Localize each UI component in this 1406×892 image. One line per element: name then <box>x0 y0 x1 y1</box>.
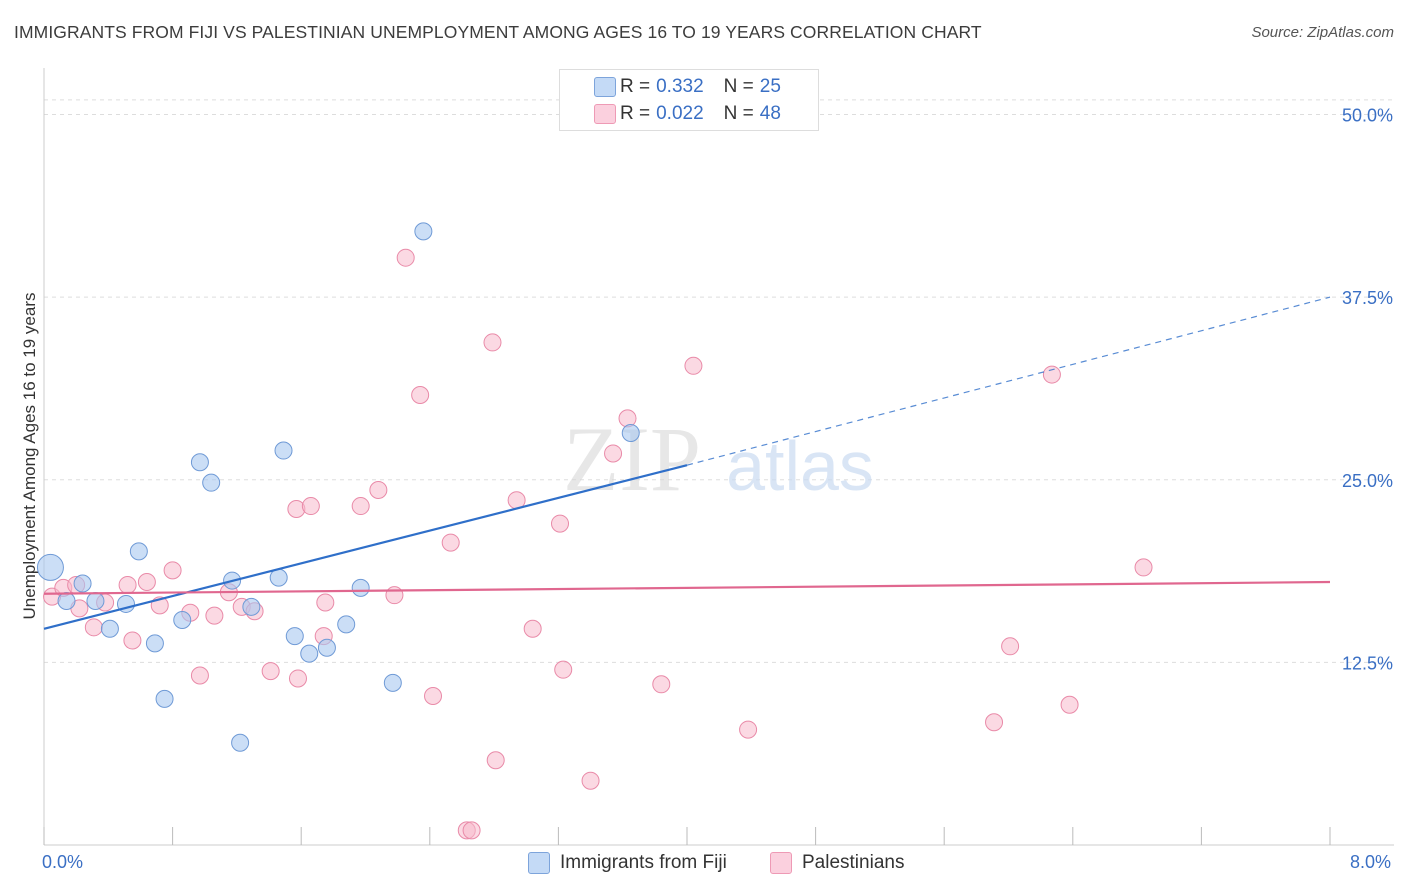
palestinians-point <box>137 573 156 592</box>
palestinians-point <box>288 669 307 688</box>
palestinians-point <box>287 499 306 518</box>
correlation-legend: R = 0.332 N = 25 R = 0.022 N = 48 <box>559 69 819 131</box>
palestinians-point <box>411 386 430 405</box>
fiji-point <box>86 592 105 611</box>
palestinians-point <box>618 409 637 428</box>
fiji-point <box>36 553 64 581</box>
fiji-point <box>100 619 119 638</box>
bottom-legend-label-palestinians: Palestinians <box>802 852 905 873</box>
x-tick-label-min: 0.0% <box>42 852 84 872</box>
palestinians-point <box>1060 695 1079 714</box>
y-tick-label: 12.5% <box>1342 653 1393 673</box>
bottom-legend-label-fiji: Immigrants from Fiji <box>560 852 727 873</box>
fiji-point <box>73 574 92 593</box>
fiji-point <box>317 638 336 657</box>
palestinians-point <box>604 444 623 463</box>
palestinians-trend-line <box>43 580 1331 595</box>
bottom-legend-swatch-palestinians <box>770 852 792 874</box>
y-tick-label: 50.0% <box>1342 106 1393 126</box>
palestinians-point <box>985 713 1004 732</box>
fiji-trend-extension <box>686 296 1331 466</box>
palestinians-point <box>483 333 502 352</box>
fiji-point <box>145 634 164 653</box>
palestinians-point <box>118 575 137 594</box>
palestinians-point <box>301 497 320 516</box>
palestinians-point <box>424 686 443 705</box>
legend-n-label: N = <box>723 76 754 97</box>
fiji-point <box>173 611 192 630</box>
palestinians-point <box>123 631 142 650</box>
palestinians-point <box>190 666 209 685</box>
palestinians-point <box>396 248 415 267</box>
y-tick-label: 37.5% <box>1342 288 1393 308</box>
legend-row-palestinians: R = 0.022 N = 48 <box>594 101 781 127</box>
legend-n-value: 25 <box>759 76 781 97</box>
palestinians-point <box>1134 558 1153 577</box>
fiji-point <box>383 673 402 692</box>
palestinians-point <box>205 606 224 625</box>
bottom-legend-palestinians: Palestinians <box>770 852 904 874</box>
fiji-point <box>285 627 304 646</box>
palestinians-point <box>316 593 335 612</box>
fiji-point <box>351 578 370 597</box>
palestinians-point <box>739 720 758 739</box>
fiji-point <box>300 644 319 663</box>
legend-r-value: 0.332 <box>656 76 704 97</box>
legend-n-value: 48 <box>759 103 781 124</box>
palestinians-point <box>1001 637 1020 656</box>
fiji-point <box>202 473 221 492</box>
fiji-trend-line <box>43 464 688 630</box>
palestinians-point <box>1042 365 1061 384</box>
palestinians-point <box>462 821 481 840</box>
fiji-point <box>129 542 148 561</box>
legend-n-label: N = <box>723 103 754 124</box>
fiji-point <box>337 615 356 634</box>
legend-r-value: 0.022 <box>656 103 704 124</box>
palestinians-point <box>581 771 600 790</box>
legend-swatch-fiji <box>594 77 616 97</box>
palestinians-point <box>351 497 370 516</box>
fiji-point <box>274 441 293 460</box>
palestinians-point <box>551 514 570 533</box>
fiji-point <box>57 592 76 611</box>
y-tick-label: 25.0% <box>1342 471 1393 491</box>
bottom-legend-swatch-fiji <box>528 852 550 874</box>
legend-r-label: R = <box>620 103 651 124</box>
fiji-point <box>242 597 261 616</box>
palestinians-point <box>554 660 573 679</box>
palestinians-point <box>84 618 103 637</box>
palestinians-point <box>441 533 460 552</box>
fiji-point <box>414 222 433 241</box>
fiji-point <box>190 453 209 472</box>
palestinians-point <box>163 561 182 580</box>
x-tick-label-max: 8.0% <box>1350 852 1392 872</box>
legend-row-fiji: R = 0.332 N = 25 <box>594 74 781 100</box>
palestinians-point <box>486 751 505 770</box>
legend-swatch-palestinians <box>594 104 616 124</box>
palestinians-point <box>652 675 671 694</box>
fiji-point <box>621 424 640 443</box>
bottom-legend-fiji: Immigrants from Fiji <box>528 852 727 874</box>
watermark-atlas: atlas <box>726 427 874 505</box>
chart-source: Source: ZipAtlas.com <box>1251 24 1394 41</box>
chart-title: IMMIGRANTS FROM FIJI VS PALESTINIAN UNEM… <box>14 22 982 42</box>
fiji-point <box>155 689 174 708</box>
legend-r-label: R = <box>620 76 651 97</box>
palestinians-point <box>523 619 542 638</box>
palestinians-point <box>369 480 388 499</box>
palestinians-point <box>385 586 404 605</box>
fiji-point <box>231 733 250 752</box>
palestinians-point <box>261 662 280 681</box>
palestinians-point <box>684 356 703 375</box>
